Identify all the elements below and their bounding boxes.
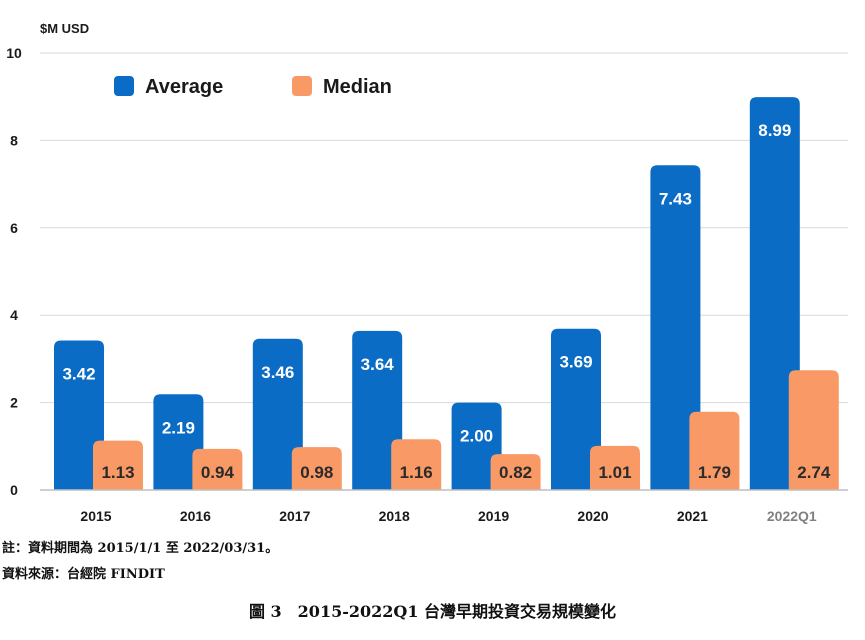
average-bar bbox=[451, 402, 502, 490]
average-data-label: 3.69 bbox=[559, 353, 592, 372]
y-tick-label: 10 bbox=[6, 45, 22, 61]
x-tick-label: 2017 bbox=[279, 508, 310, 524]
median-data-label: 0.82 bbox=[499, 463, 532, 482]
y-tick-label: 6 bbox=[10, 220, 18, 236]
y-tick-label: 0 bbox=[10, 482, 18, 498]
median-data-label: 2.74 bbox=[797, 463, 831, 482]
median-data-label: 1.16 bbox=[400, 463, 433, 482]
x-tick-label: 2016 bbox=[180, 508, 211, 524]
data-period-note: 註：資料期間為 2015/1/1 至 2022/03/31。 bbox=[2, 541, 279, 556]
y-tick-label: 4 bbox=[10, 307, 18, 323]
median-bar bbox=[490, 454, 541, 490]
y-axis-label: $M USD bbox=[40, 21, 89, 36]
average-data-label: 3.46 bbox=[261, 363, 294, 382]
bar-chart: 0 2 4 6 8 10 $M USD 3.42 1.13 2015 2.19 0.94 2016 3.4… bbox=[6, 21, 848, 524]
average-data-label: 8.99 bbox=[758, 121, 791, 140]
median-bar bbox=[93, 440, 143, 490]
average-bar bbox=[54, 340, 104, 490]
average-bar bbox=[551, 328, 601, 490]
average-bar bbox=[749, 97, 800, 491]
average-data-label: 2.19 bbox=[162, 418, 195, 437]
average-data-label: 2.00 bbox=[460, 427, 493, 446]
average-data-label: 7.43 bbox=[659, 189, 692, 208]
median-bar bbox=[391, 439, 442, 490]
x-tick-label: 2015 bbox=[80, 508, 111, 524]
average-bar bbox=[153, 394, 204, 490]
x-tick-label: 2018 bbox=[379, 508, 410, 524]
median-data-label: 1.01 bbox=[598, 463, 631, 482]
average-bar bbox=[252, 338, 303, 490]
average-data-label: 3.64 bbox=[361, 355, 395, 374]
x-tick-label: 2020 bbox=[577, 508, 608, 524]
x-tick-label: 2022Q1 bbox=[767, 508, 817, 524]
median-legend-swatch bbox=[292, 76, 312, 96]
data-source-note: 資料來源：台經院 FINDIT bbox=[2, 567, 165, 582]
median-bar bbox=[788, 370, 839, 490]
y-tick-label: 2 bbox=[10, 395, 18, 411]
median-bar bbox=[689, 411, 740, 490]
x-tick-label: 2021 bbox=[677, 508, 708, 524]
median-data-label: 1.13 bbox=[101, 463, 134, 482]
median-data-label: 1.79 bbox=[698, 463, 731, 482]
median-bar bbox=[590, 445, 640, 490]
average-bar bbox=[650, 165, 701, 490]
average-data-label: 3.42 bbox=[62, 365, 95, 384]
y-tick-label: 8 bbox=[10, 132, 18, 148]
average-bar bbox=[352, 330, 403, 490]
median-data-label: 0.98 bbox=[300, 463, 333, 482]
median-bar bbox=[291, 447, 342, 490]
average-legend-label: Average bbox=[145, 76, 223, 98]
average-legend-swatch bbox=[114, 76, 134, 96]
x-tick-label: 2019 bbox=[478, 508, 509, 524]
median-bar bbox=[192, 448, 243, 490]
median-legend-label: Median bbox=[323, 76, 392, 98]
figure-caption: 圖 3 2015-2022Q1 台灣早期投資交易規模變化 bbox=[248, 602, 617, 621]
median-data-label: 0.94 bbox=[201, 463, 235, 482]
